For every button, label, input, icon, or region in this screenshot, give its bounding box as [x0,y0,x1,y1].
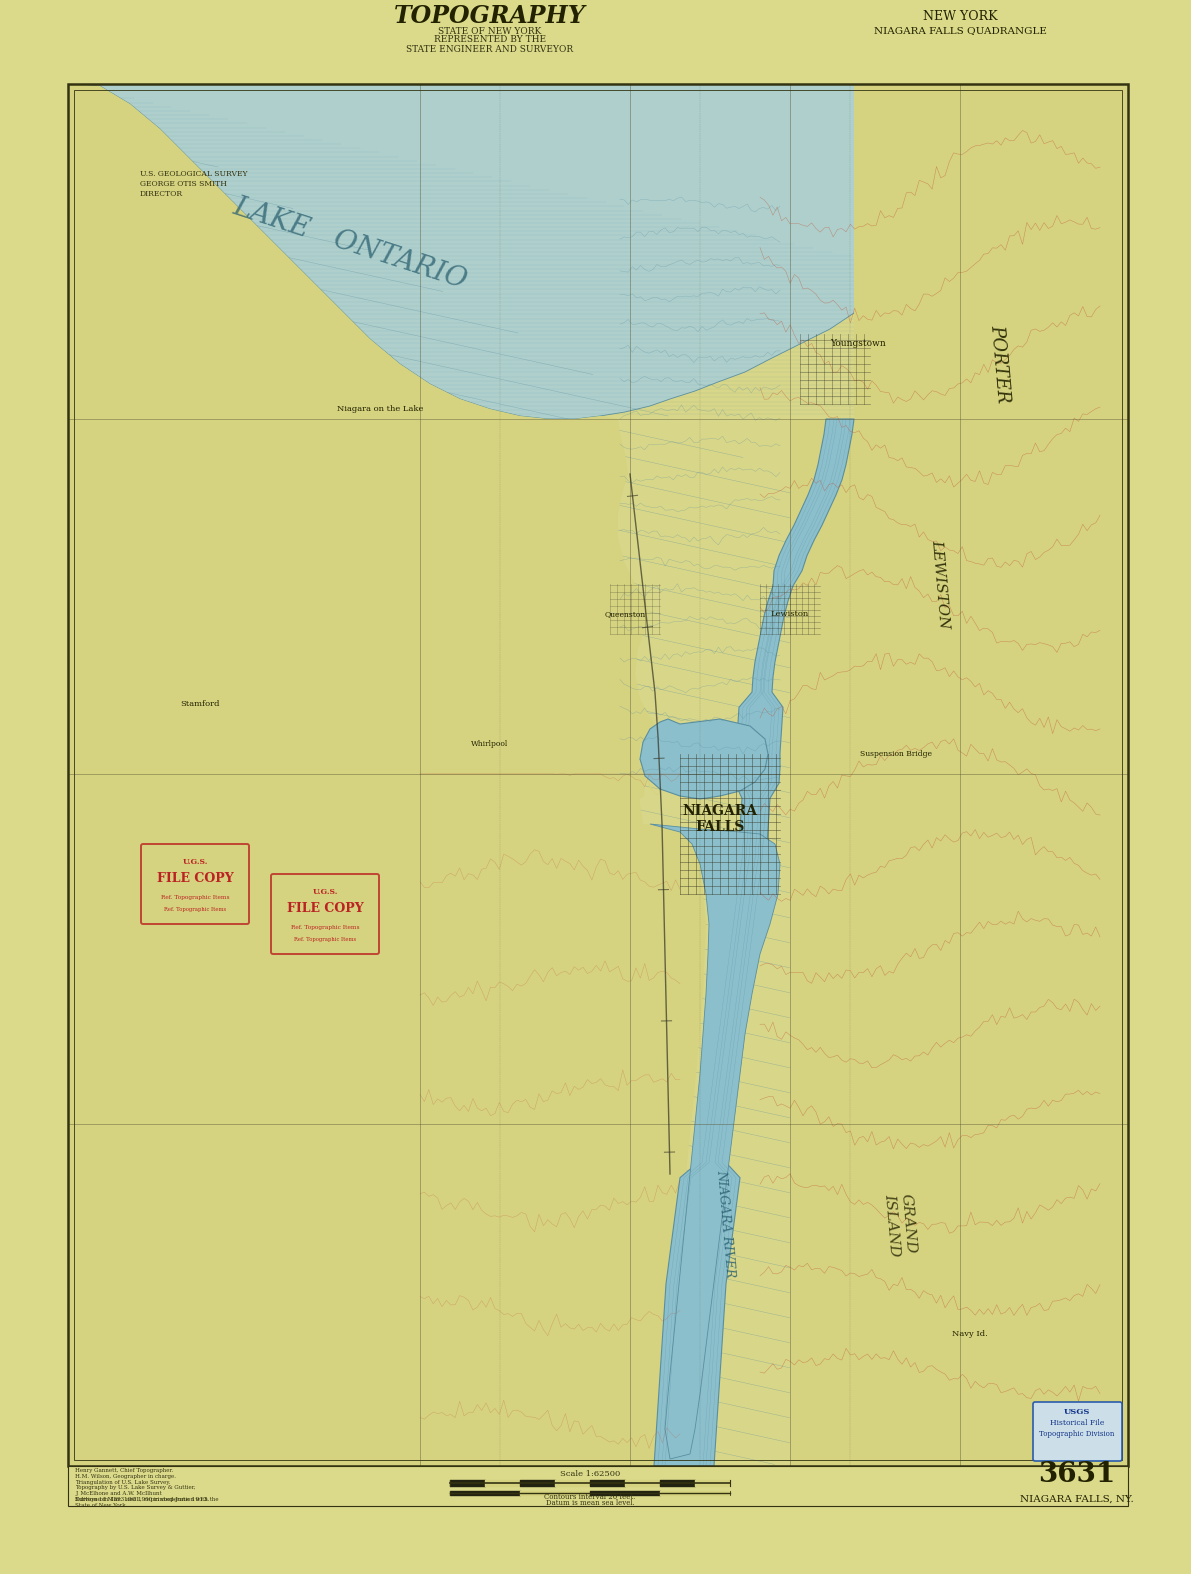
Text: FILE COPY: FILE COPY [287,902,363,914]
Text: FILE COPY: FILE COPY [157,872,233,885]
Text: U.G.S.: U.G.S. [182,858,207,866]
Polygon shape [654,419,854,1465]
Text: GEORGE OTIS SMITH: GEORGE OTIS SMITH [141,179,226,187]
Polygon shape [68,83,1128,419]
Text: DIRECTOR: DIRECTOR [141,190,183,198]
Text: U.G.S.: U.G.S. [312,888,338,896]
Text: TOPOGRAPHY: TOPOGRAPHY [394,5,586,28]
Text: STATE OF NEW YORK: STATE OF NEW YORK [438,27,542,36]
Polygon shape [68,83,1128,1465]
Text: Edition of Mar. 1901, reprinted June 1913.: Edition of Mar. 1901, reprinted June 191… [75,1497,210,1502]
Text: NEW YORK: NEW YORK [923,9,997,22]
Text: Topographic Division: Topographic Division [1040,1431,1115,1439]
Text: Contours interval 20 feet.: Contours interval 20 feet. [544,1494,636,1502]
Polygon shape [68,0,1128,83]
Text: NIAGARA
FALLS: NIAGARA FALLS [682,804,757,834]
Polygon shape [640,719,768,800]
Polygon shape [68,1465,1128,1506]
Text: 3631: 3631 [1039,1461,1116,1487]
Text: Stamford: Stamford [180,700,219,708]
Text: REPRESENTED BY THE: REPRESENTED BY THE [434,36,545,44]
Text: NIAGARA FALLS QUADRANGLE: NIAGARA FALLS QUADRANGLE [873,27,1047,36]
Text: Datum is mean sea level.: Datum is mean sea level. [545,1498,635,1506]
Text: U.S. GEOLOGICAL SURVEY: U.S. GEOLOGICAL SURVEY [141,170,248,178]
Text: Lewiston: Lewiston [771,611,809,619]
Text: Ref. Topographic Items: Ref. Topographic Items [291,926,360,930]
Text: Historical File: Historical File [1049,1420,1104,1428]
Text: GRAND
ISLAND: GRAND ISLAND [883,1192,918,1256]
Text: Ref. Topographic Items: Ref. Topographic Items [164,908,226,913]
Text: NIAGARA RIVER: NIAGARA RIVER [713,1169,736,1278]
Text: NIAGARA FALLS, NY.: NIAGARA FALLS, NY. [1021,1494,1134,1503]
Text: PORTER: PORTER [987,324,1012,405]
Text: Ref. Topographic Items: Ref. Topographic Items [161,896,229,900]
Text: LEWISTON: LEWISTON [929,538,950,630]
Polygon shape [790,83,1128,1465]
Text: Scale 1:62500: Scale 1:62500 [560,1470,621,1478]
Polygon shape [68,83,706,1465]
FancyBboxPatch shape [1033,1402,1122,1461]
Text: Youngstown: Youngstown [830,340,886,348]
Text: Ref. Topographic Items: Ref. Topographic Items [294,938,356,943]
Text: Whirlpool: Whirlpool [472,740,509,748]
Text: Henry Gannett, Chief Topographer.
H.M. Wilson, Geographer in charge.
Triangulati: Henry Gannett, Chief Topographer. H.M. W… [75,1469,219,1508]
Text: Niagara on the Lake: Niagara on the Lake [337,405,423,412]
Text: Navy Id.: Navy Id. [952,1330,987,1338]
Text: Suspension Bridge: Suspension Bridge [860,749,933,759]
Text: LAKE   ONTARIO: LAKE ONTARIO [230,194,470,294]
Text: USGS: USGS [1064,1409,1090,1417]
Text: Queenston: Queenston [604,611,646,619]
Text: STATE ENGINEER AND SURVEYOR: STATE ENGINEER AND SURVEYOR [406,44,574,54]
Polygon shape [650,825,780,1459]
